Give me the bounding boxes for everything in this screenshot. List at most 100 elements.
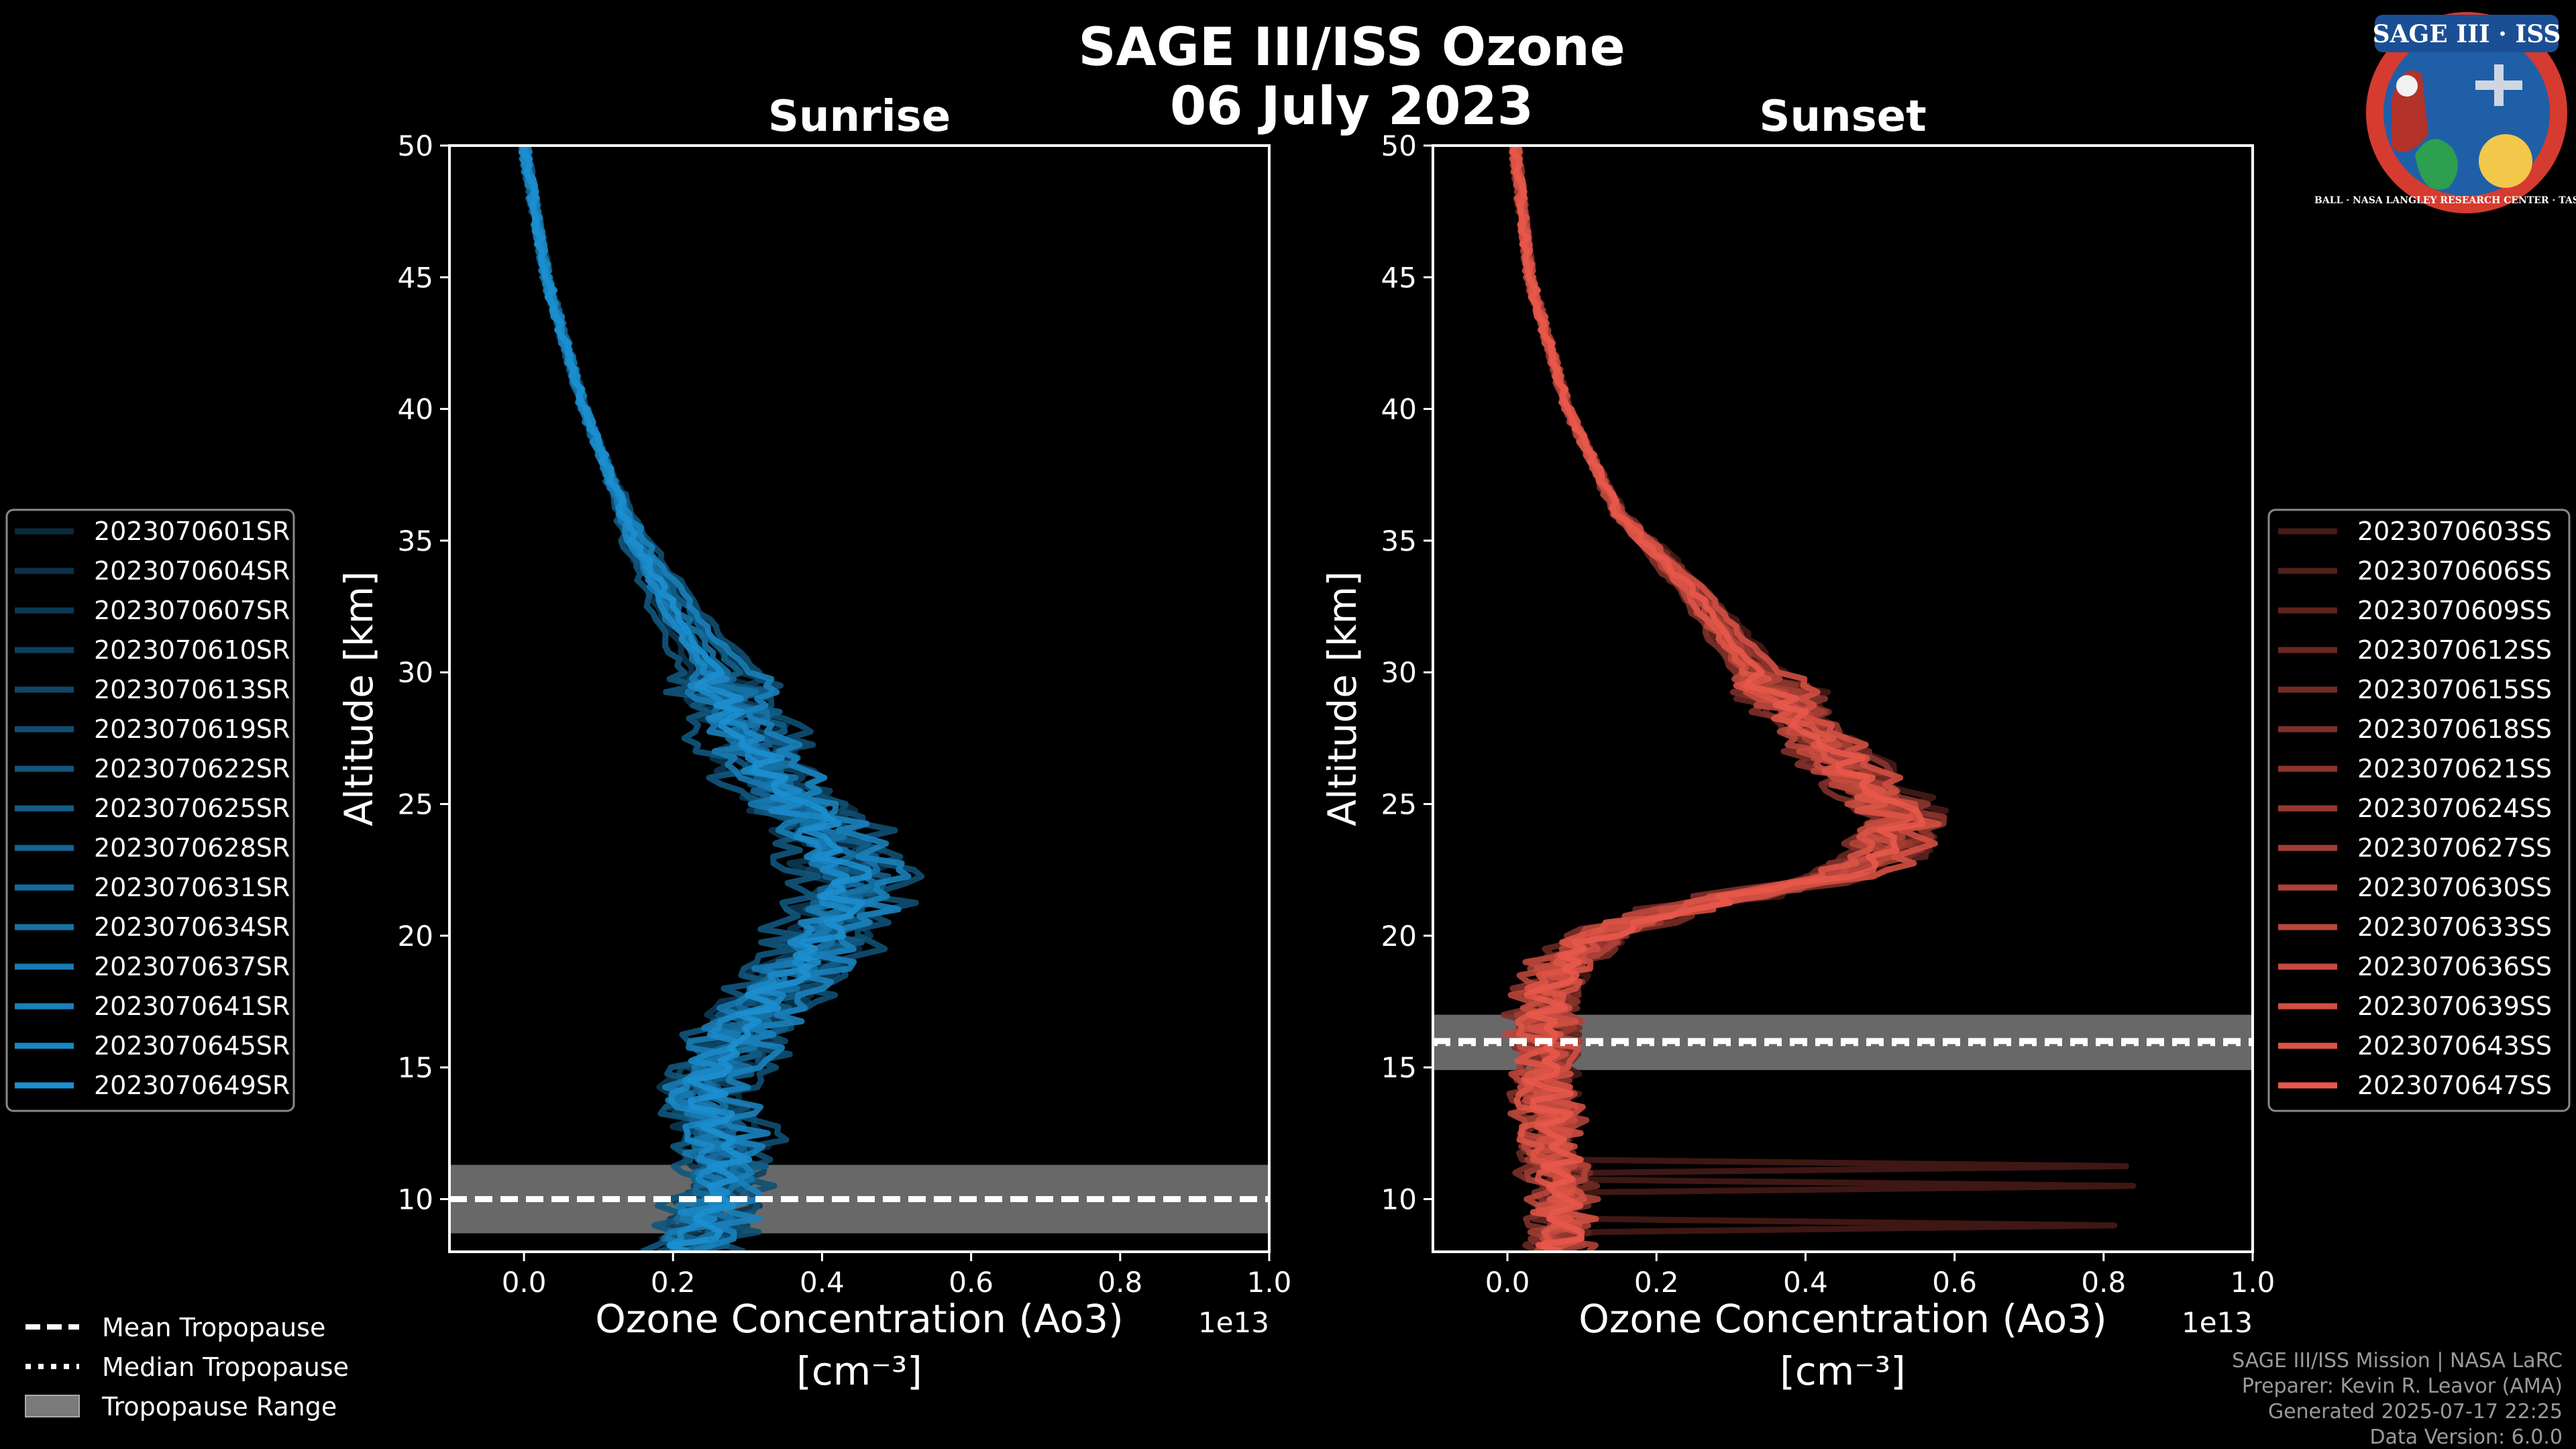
sunrise-ytick-label: 10	[398, 1183, 433, 1216]
sunset-legend-label: 2023070618SS	[2357, 714, 2552, 744]
sunrise-legend-label: 2023070641SR	[94, 991, 290, 1021]
sage-iii-iss-logo: SAGE III · ISS BALL · NASA LANGLEY RESEA…	[2314, 12, 2576, 213]
logo-sun-icon	[2479, 134, 2532, 188]
median-tropopause-label: Median Tropopause	[102, 1352, 349, 1382]
sunset-panel-title: Sunset	[1759, 92, 1926, 142]
sunrise-legend-label: 2023070622SR	[94, 754, 290, 784]
sunset-x-axis-units: [cm⁻³]	[1780, 1348, 1906, 1394]
logo-earth-icon	[2415, 139, 2458, 190]
tropopause-range-swatch	[25, 1395, 80, 1417]
sunrise-panel-title: Sunrise	[768, 92, 951, 142]
sunset-legend-label: 2023070615SS	[2357, 675, 2552, 704]
sunset-axes-frame	[1432, 144, 2254, 1253]
tropopause-range-label: Tropopause Range	[101, 1392, 337, 1421]
sunset-profile-2023070647SS	[1509, 146, 1926, 1252]
sunset-x-scale-label: 1e13	[2182, 1306, 2253, 1339]
sunrise-profile-2023070649SR	[519, 146, 872, 1252]
sunset-xtick-label: 1.0	[2231, 1266, 2275, 1299]
sunrise-panel: 0.0 0.2 0.4 0.6 0.8 1.0 10 15 20 25 30 35 40 45 50 Sunr…	[336, 92, 1291, 1394]
sunset-panel: 0.0 0.2 0.4 0.6 0.8 1.0 10 15 20 25 30 35 40 45 50 Suns…	[1320, 92, 2275, 1394]
sunrise-y-axis-label: Altitude [km]	[336, 571, 382, 826]
logo-ring-text: BALL · NASA LANGLEY RESEARCH CENTER · TA…	[2314, 195, 2576, 206]
figure-title: SAGE III/ISS Ozone	[1078, 17, 1625, 78]
sunset-xtick-label: 0.0	[1485, 1266, 1530, 1299]
sunrise-legend-label: 2023070649SR	[94, 1071, 290, 1100]
sunset-y-axis-label: Altitude [km]	[1320, 571, 1365, 826]
sunrise-xtick-label: 1.0	[1247, 1266, 1292, 1299]
credit-preparer: Preparer: Kevin R. Leavor (AMA)	[2242, 1375, 2563, 1398]
sunset-plot-area	[1433, 146, 2253, 1252]
logo-banner	[2375, 15, 2559, 52]
sunrise-legend-label: 2023070631SR	[94, 873, 290, 902]
mean-tropopause-label: Mean Tropopause	[102, 1313, 325, 1342]
sunrise-ytick-label: 35	[398, 525, 433, 557]
sunrise-legend-label: 2023070637SR	[94, 952, 290, 981]
sunrise-xtick-label: 0.8	[1097, 1266, 1142, 1299]
sunrise-plot-area	[449, 146, 1269, 1252]
logo-title: SAGE III · ISS	[2373, 20, 2561, 48]
sunrise-ytick-label: 20	[398, 920, 433, 953]
sunrise-x-scale-label: 1e13	[1198, 1306, 1269, 1339]
sunset-xtick-label: 0.6	[1932, 1266, 1977, 1299]
sunrise-legend-label: 2023070645SR	[94, 1031, 290, 1061]
sunset-ytick-label: 25	[1381, 788, 1417, 821]
sunset-legend-label: 2023070636SS	[2357, 952, 2552, 981]
sunset-legend-label: 2023070606SS	[2357, 556, 2552, 586]
sunrise-xtick-label: 0.6	[949, 1266, 994, 1299]
sunrise-ytick-label: 50	[398, 129, 433, 162]
sunset-legend: 2023070603SS 2023070606SS 2023070609SS 2023…	[2267, 508, 2571, 1112]
sunset-xtick-label: 0.2	[1634, 1266, 1679, 1299]
credit-version: Data Version: 6.0.0	[2370, 1426, 2563, 1449]
sunrise-xtick-label: 0.0	[502, 1266, 547, 1299]
tropopause-legend: Mean Tropopause Median Tropopause Tropop…	[25, 1313, 349, 1421]
sunset-legend-label: 2023070612SS	[2357, 635, 2552, 665]
sunrise-legend-label: 2023070625SR	[94, 794, 290, 823]
sunset-legend-label: 2023070609SS	[2357, 596, 2552, 625]
sunrise-ytick-label: 30	[398, 656, 433, 689]
sunset-legend-label: 2023070643SS	[2357, 1031, 2552, 1061]
sunset-ytick-label: 10	[1381, 1183, 1417, 1216]
sunset-ytick-label: 50	[1381, 129, 1417, 162]
sunrise-ytick-label: 40	[398, 393, 433, 426]
sunrise-legend-label: 2023070628SR	[94, 833, 290, 863]
sunrise-legend-label: 2023070634SR	[94, 912, 290, 942]
sunrise-x-axis-label: Ozone Concentration (Ao3)	[595, 1296, 1124, 1342]
credit-mission: SAGE III/ISS Mission | NASA LaRC	[2232, 1349, 2563, 1373]
sunrise-ytick-label: 15	[398, 1051, 433, 1084]
sunrise-xtick-label: 0.2	[651, 1266, 696, 1299]
sunrise-axes-frame	[448, 144, 1271, 1253]
sunrise-legend-label: 2023070607SR	[94, 596, 290, 625]
sunrise-legend-label: 2023070619SR	[94, 714, 290, 744]
figure-date: 06 July 2023	[1170, 76, 1534, 137]
sunrise-ytick-label: 25	[398, 788, 433, 821]
credits: SAGE III/ISS Mission | NASA LaRC Prepare…	[2232, 1349, 2563, 1449]
sunset-ytick-label: 20	[1381, 920, 1417, 953]
sunset-legend-label: 2023070647SS	[2357, 1071, 2552, 1100]
sunset-legend-label: 2023070621SS	[2357, 754, 2552, 784]
sunset-xtick-label: 0.8	[2081, 1266, 2126, 1299]
sunrise-legend-label: 2023070604SR	[94, 556, 290, 586]
sunset-xtick-label: 0.4	[1783, 1266, 1828, 1299]
sunrise-legend: 2023070601SR 2023070604SR 2023070607SR 2023…	[5, 508, 295, 1112]
sunset-ytick-label: 35	[1381, 525, 1417, 557]
sunset-ytick-label: 30	[1381, 656, 1417, 689]
sunrise-legend-label: 2023070610SR	[94, 635, 290, 665]
sunset-legend-label: 2023070639SS	[2357, 991, 2552, 1021]
sunrise-xtick-label: 0.4	[800, 1266, 845, 1299]
sunrise-legend-label: 2023070613SR	[94, 675, 290, 704]
sunrise-legend-label: 2023070601SR	[94, 517, 290, 546]
sunset-legend-label: 2023070603SS	[2357, 517, 2552, 546]
sunset-x-axis-label: Ozone Concentration (Ao3)	[1578, 1296, 2107, 1342]
sunset-legend-label: 2023070633SS	[2357, 912, 2552, 942]
sunset-legend-label: 2023070624SS	[2357, 794, 2552, 823]
sunrise-ytick-label: 45	[398, 261, 433, 294]
sunset-legend-label: 2023070627SS	[2357, 833, 2552, 863]
sunset-legend-frame	[2267, 508, 2571, 1112]
sunset-ytick-label: 45	[1381, 261, 1417, 294]
sunrise-legend-frame	[5, 508, 295, 1112]
sunset-ytick-label: 40	[1381, 393, 1417, 426]
sunset-legend-label: 2023070630SS	[2357, 873, 2552, 902]
sunset-ytick-label: 15	[1381, 1051, 1417, 1084]
